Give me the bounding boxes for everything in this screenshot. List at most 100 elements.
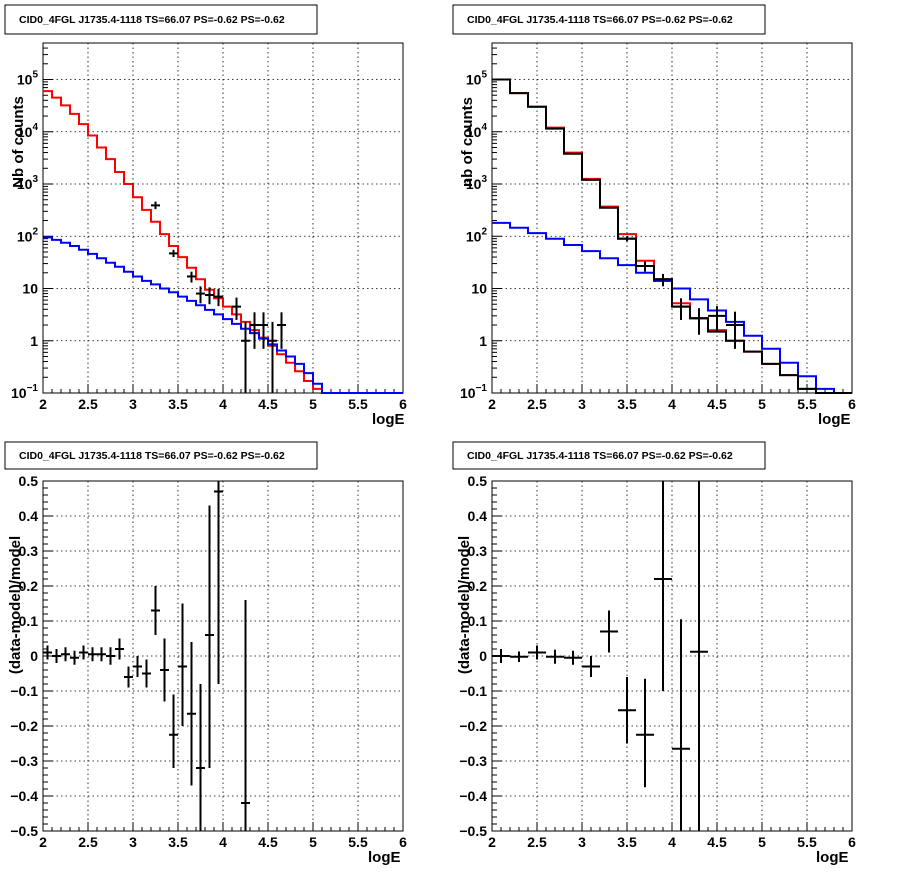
y-tick-label: 103	[17, 174, 39, 192]
x-tick-label: 5	[758, 396, 766, 412]
plot-title: CID0_4FGL J1735.4-1118 TS=66.07 PS=-0.62…	[467, 450, 733, 462]
y-tick-label: −0.5	[10, 823, 38, 839]
y-tick-label: 0.3	[468, 543, 488, 559]
data-point	[52, 649, 61, 663]
data-point	[214, 288, 223, 307]
data-point	[70, 650, 79, 665]
data-point	[528, 645, 546, 660]
data-point	[61, 647, 70, 662]
data-point	[546, 649, 564, 664]
x-tick-label: 4	[668, 396, 676, 412]
x-tick-label: 3.5	[617, 396, 637, 412]
x-tick-label: 4	[219, 396, 227, 412]
y-tick-label: 105	[17, 70, 39, 88]
data-point	[564, 650, 582, 665]
y-tick-label: −0.1	[10, 683, 38, 699]
plot-title: CID0_4FGL J1735.4-1118 TS=66.07 PS=-0.62…	[19, 14, 285, 26]
data-point	[654, 481, 672, 691]
x-tick-label: 6	[399, 396, 407, 412]
data-point	[124, 666, 133, 688]
y-tick-label: 0.1	[468, 613, 488, 629]
data-point	[277, 312, 286, 349]
data-point	[178, 603, 187, 726]
title-box	[4, 4, 318, 35]
y-tick-label: 0.2	[468, 578, 488, 594]
data-point	[582, 656, 600, 677]
x-tick-label: 2	[39, 396, 47, 412]
data-point	[259, 312, 268, 349]
x-tick-label: 6	[399, 834, 407, 850]
data-point	[106, 647, 115, 665]
y-tick-label: 105	[466, 70, 488, 88]
data-point	[708, 306, 726, 332]
data-point	[205, 287, 214, 305]
data-point	[97, 647, 106, 662]
data-point	[232, 297, 241, 320]
title-box	[4, 441, 318, 470]
x-tick-label: 4	[219, 834, 227, 850]
y-tick-label: 104	[466, 122, 488, 140]
series-line	[43, 236, 403, 394]
data-point	[618, 236, 636, 242]
y-tick-label: 0.5	[468, 473, 488, 489]
data-point	[88, 647, 97, 662]
y-tick-label: 104	[17, 122, 39, 140]
data-point	[618, 677, 636, 744]
data-point	[492, 649, 510, 663]
data-point	[160, 638, 169, 702]
y-tick-label: 0	[30, 648, 38, 664]
data-point	[214, 481, 223, 684]
data-point	[510, 651, 528, 662]
plot-title: CID0_4FGL J1735.4-1118 TS=66.07 PS=-0.62…	[19, 450, 285, 462]
x-tick-label: 2.5	[527, 396, 547, 412]
x-tick-label: 6	[848, 834, 856, 850]
data-point	[142, 659, 151, 688]
x-tick-label: 5	[309, 396, 317, 412]
data-point	[169, 249, 178, 258]
x-tick-label: 4.5	[707, 834, 727, 850]
data-point	[654, 273, 672, 287]
data-point	[726, 311, 744, 349]
data-point	[169, 694, 178, 768]
y-tick-label: −0.3	[10, 753, 38, 769]
y-tick-label: −0.1	[459, 683, 487, 699]
y-tick-label: −0.4	[10, 788, 38, 804]
title-box	[452, 441, 766, 470]
x-axis-label: logE	[818, 411, 851, 428]
y-tick-label: 10−1	[11, 383, 38, 401]
data-point	[672, 619, 690, 831]
data-point	[187, 271, 196, 283]
data-point	[43, 645, 52, 660]
y-tick-label: 1	[479, 333, 487, 349]
y-tick-label: 0.3	[19, 543, 39, 559]
y-tick-label: −0.5	[459, 823, 487, 839]
y-tick-label: 0.2	[19, 578, 39, 594]
x-tick-label: 3.5	[168, 396, 188, 412]
y-tick-label: 102	[466, 226, 488, 244]
y-tick-label: −0.4	[459, 788, 487, 804]
data-point	[636, 678, 654, 788]
plot-area: 2 2.5 3 3.5 4 4.5 5 5.5 6 −0.5 −0.4 −0.3 −0.2 −0.1 0 0.…	[459, 473, 856, 850]
plot-title: CID0_4FGL J1735.4-1118 TS=66.07 PS=-0.62…	[467, 14, 733, 26]
y-tick-label: 0.5	[19, 473, 39, 489]
x-tick-label: 3.5	[168, 834, 188, 850]
data-point	[690, 308, 708, 335]
x-tick-label: 2	[39, 834, 47, 850]
x-tick-label: 2.5	[78, 834, 98, 850]
data-point	[241, 321, 250, 393]
x-tick-label: 2	[488, 396, 496, 412]
panel-residuals-right: CID0_4FGL J1735.4-1118 TS=66.07 PS=-0.62…	[452, 441, 856, 866]
data-point	[115, 638, 124, 660]
y-tick-label: 0.1	[19, 613, 39, 629]
data-point	[205, 505, 214, 768]
x-tick-label: 2	[488, 834, 496, 850]
y-axis-label: (data-model)/model	[456, 536, 473, 674]
x-tick-label: 3	[129, 396, 137, 412]
plot-area: 2 2.5 3 3.5 4 4.5 5 5.5 6 10−1 1 10 102 103 104 105	[11, 42, 407, 412]
data-point	[133, 656, 142, 677]
x-tick-label: 5	[758, 834, 766, 850]
y-tick-label: 0	[479, 648, 487, 664]
plot-frame	[42, 42, 404, 394]
y-tick-label: 10	[471, 281, 487, 297]
